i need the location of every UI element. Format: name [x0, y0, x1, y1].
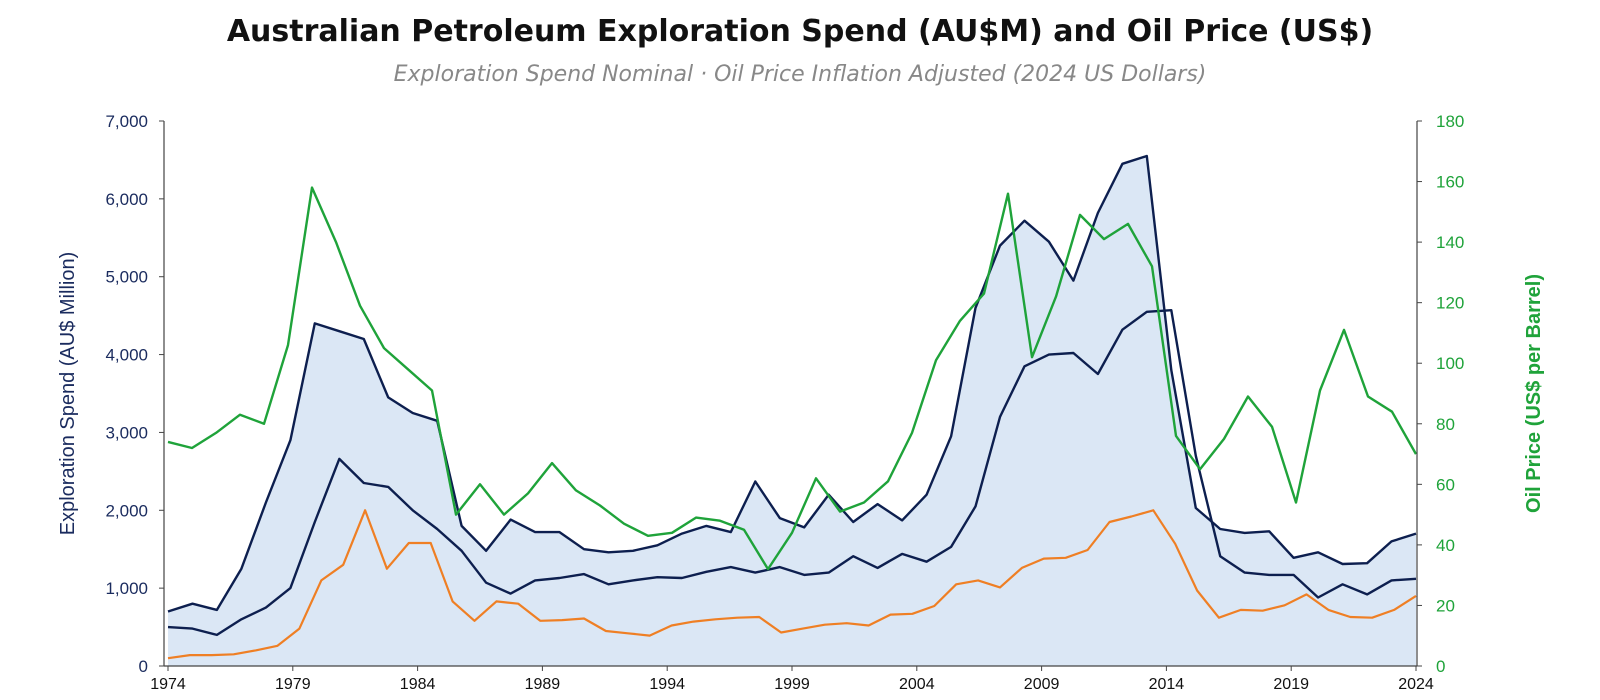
right-tick-label: 160	[1436, 173, 1464, 192]
chart-subtitle: Exploration Spend Nominal · Oil Price In…	[393, 62, 1207, 87]
left-tick-label: 6,000	[105, 190, 148, 209]
right-tick-label: 40	[1436, 536, 1455, 555]
x-tick-label: 2024	[1398, 676, 1434, 693]
x-tick-label: 2009	[1024, 676, 1060, 693]
chart-title: Australian Petroleum Exploration Spend (…	[226, 14, 1374, 49]
x-tick-label: 2014	[1149, 676, 1185, 693]
spend-band-area	[168, 156, 1416, 666]
labels-layer: 0 1,000 2,000 3,000 4,000 5,000 6,000 7,000 0 20 4…	[57, 112, 1545, 693]
right-tick-label: 20	[1436, 596, 1455, 615]
left-tick-label: 5,000	[105, 268, 148, 287]
x-tick-label: 1979	[275, 676, 311, 693]
right-tick-label: 80	[1436, 415, 1455, 434]
left-tick-label: 7,000	[105, 112, 148, 131]
right-tick-label: 100	[1436, 354, 1464, 373]
right-tick-label: 120	[1436, 294, 1464, 313]
right-tick-label: 140	[1436, 233, 1464, 252]
spend-series-line-3	[167, 509, 1417, 660]
x-tick-label: 1999	[774, 676, 810, 693]
x-tick-label: 2004	[899, 676, 935, 693]
left-tick-label: 2,000	[105, 501, 148, 520]
spend-band-layer	[168, 156, 1416, 666]
spend-series-line-2	[167, 309, 1417, 637]
x-tick-label: 2019	[1273, 676, 1309, 693]
series-layer	[167, 154, 1418, 660]
x-tick-label: 1989	[525, 676, 561, 693]
spend-series-line-1	[167, 154, 1417, 613]
axes-layer	[159, 120, 1422, 671]
right-tick-label: 180	[1436, 112, 1464, 131]
x-tick-label: 1974	[150, 676, 186, 693]
right-tick-label: 0	[1436, 657, 1445, 676]
x-tick-label: 1984	[400, 676, 436, 693]
left-axis-title: Exploration Spend (AU$ Million)	[57, 252, 79, 535]
left-tick-label: 0	[139, 657, 148, 676]
right-tick-label: 60	[1436, 475, 1455, 494]
x-tick-label: 1994	[649, 676, 685, 693]
oil-price-line	[167, 186, 1418, 571]
left-tick-label: 4,000	[105, 346, 148, 365]
left-tick-label: 3,000	[105, 423, 148, 442]
right-axis-title: Oil Price (US$ per Barrel)	[1523, 274, 1545, 513]
left-tick-label: 1,000	[105, 579, 148, 598]
